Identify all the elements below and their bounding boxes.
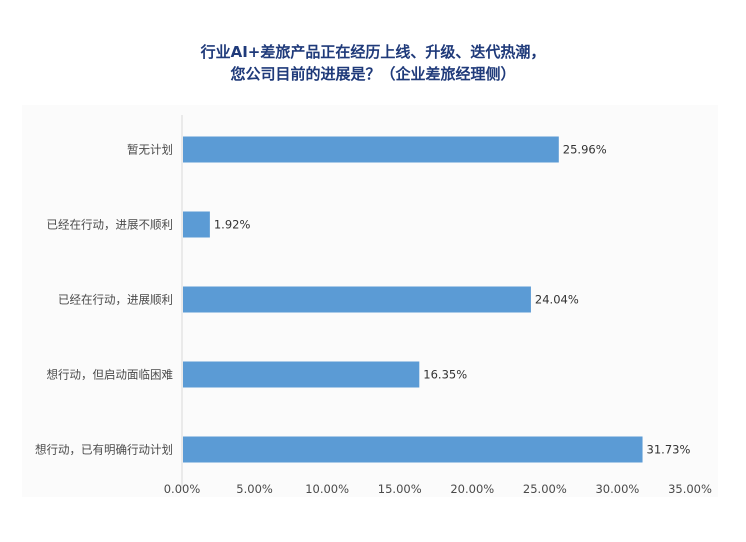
bar bbox=[183, 211, 210, 238]
category-label: 想行动，但启动面临困难 bbox=[47, 368, 174, 382]
bar bbox=[183, 436, 643, 463]
data-label: 16.35% bbox=[423, 368, 467, 382]
bar bbox=[183, 136, 559, 163]
x-tick-label: 20.00% bbox=[450, 482, 494, 496]
x-tick-label: 0.00% bbox=[164, 482, 201, 496]
data-label: 1.92% bbox=[214, 218, 251, 232]
bar bbox=[183, 286, 531, 313]
x-tick-label: 25.00% bbox=[523, 482, 567, 496]
category-label: 想行动，已有明确行动计划 bbox=[35, 443, 173, 457]
data-label: 24.04% bbox=[535, 293, 579, 307]
category-label: 已经在行动，进展不顺利 bbox=[47, 218, 174, 232]
x-tick-label: 35.00% bbox=[668, 482, 712, 496]
data-label: 31.73% bbox=[647, 443, 691, 457]
chart-title-line-2: 您公司目前的进展是？（企业差旅经理侧） bbox=[230, 65, 516, 83]
x-tick-label: 30.00% bbox=[595, 482, 639, 496]
data-label: 25.96% bbox=[563, 143, 607, 157]
chart-title-line-1: 行业AI+差旅产品正在经历上线、升级、迭代热潮， bbox=[200, 43, 546, 61]
category-label: 已经在行动，进展顺利 bbox=[58, 293, 173, 307]
category-label: 暂无计划 bbox=[127, 143, 173, 157]
x-tick-label: 5.00% bbox=[236, 482, 273, 496]
x-tick-label: 15.00% bbox=[378, 482, 422, 496]
bar bbox=[183, 361, 420, 388]
x-tick-label: 10.00% bbox=[305, 482, 349, 496]
